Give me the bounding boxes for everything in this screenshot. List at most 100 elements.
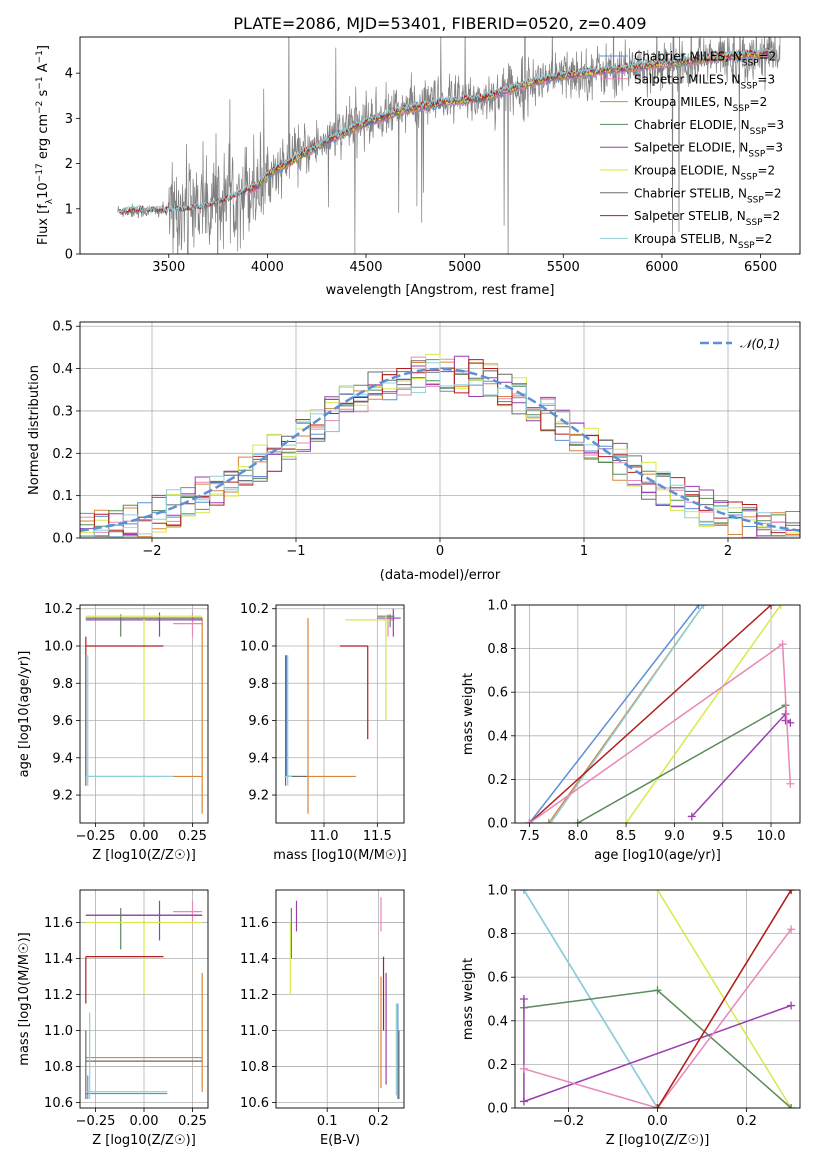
plot-area bbox=[117, 37, 781, 254]
y-tick-label: 9.2 bbox=[52, 789, 73, 804]
figure-title: PLATE=2086, MJD=53401, FIBERID=0520, z=0… bbox=[233, 14, 646, 33]
x-tick-label: −0.2 bbox=[553, 1114, 585, 1129]
axes-frame bbox=[275, 604, 405, 824]
weight-marker bbox=[544, 819, 553, 823]
y-axis-label: Flux [fλ10−17 erg cm−2 s−1 A−1] bbox=[35, 45, 55, 245]
weight-marker bbox=[767, 605, 776, 609]
histogram-series-5 bbox=[80, 353, 800, 538]
y-tick-label: 0.0 bbox=[487, 1102, 508, 1117]
weight-marker bbox=[787, 1001, 796, 1010]
y-axis-label: mass [log10(M/M☉)] bbox=[17, 932, 32, 1065]
plot-area bbox=[525, 605, 795, 823]
x-tick-label: −0.25 bbox=[76, 1114, 116, 1129]
legend-subscript: SSP bbox=[747, 195, 764, 205]
weight-marker bbox=[786, 779, 795, 788]
legend-entry: Salpeter STELIB, NSSP=2 bbox=[634, 209, 780, 228]
y-tick-label: 0.4 bbox=[487, 1014, 508, 1029]
y-axis-label-part: A bbox=[36, 63, 51, 76]
y-tick-label: 11.4 bbox=[240, 952, 269, 967]
x-tick-label: −0.25 bbox=[76, 829, 116, 844]
plot-area bbox=[85, 900, 203, 1099]
weight-marker bbox=[687, 812, 696, 821]
x-tick-label: 0 bbox=[436, 544, 444, 559]
histogram-series-8 bbox=[80, 362, 800, 537]
gaussian-curve bbox=[80, 367, 800, 532]
x-axis-label: age [log10(age/yr)] bbox=[594, 848, 721, 863]
legend-suffix: =3 bbox=[766, 118, 784, 132]
y-axis-label-part: −2 bbox=[35, 101, 45, 114]
model-line-5 bbox=[247, 49, 773, 193]
legend-subscript: SSP bbox=[746, 218, 763, 228]
y-axis-label: mass weight bbox=[461, 673, 476, 755]
y-tick-label: 0.2 bbox=[487, 1058, 508, 1073]
weight-line-0 bbox=[528, 605, 700, 823]
age-vs-metallicity-panel: −0.25 0.00 0.25 9.2 9.4 9.6 9.8 10.0 10.2 Z [log1… bbox=[17, 602, 209, 863]
y-tick-label: 1 bbox=[65, 202, 73, 217]
weight-line-2 bbox=[550, 605, 705, 823]
y-tick-label: 11.4 bbox=[44, 952, 73, 967]
weight-vs-metallicity-panel: −0.2 0.0 0.2 0.0 0.2 0.4 0.6 0.8 1.0 Z [log10(Z/Z… bbox=[461, 884, 801, 1148]
x-tick-label: 11.5 bbox=[363, 829, 392, 844]
weight-line-4 bbox=[625, 605, 782, 823]
y-tick-label: 11.0 bbox=[240, 1024, 269, 1039]
y-tick-label: 11.6 bbox=[240, 916, 269, 931]
weight-marker bbox=[787, 890, 796, 894]
x-tick-label: 0.00 bbox=[130, 1114, 159, 1129]
x-axis-label: (data-model)/error bbox=[380, 568, 501, 583]
y-tick-label: 1.0 bbox=[487, 599, 508, 614]
y-tick-label: 10.0 bbox=[240, 639, 269, 654]
x-tick-label: 0.2 bbox=[736, 1114, 757, 1129]
x-tick-label: 3500 bbox=[152, 260, 185, 275]
age-vs-mass-panel: 11.0 11.5 9.2 9.4 9.6 9.8 10.0 10.2 mass [log10(… bbox=[240, 602, 407, 863]
weight-marker bbox=[653, 890, 662, 894]
weight-marker bbox=[519, 1064, 528, 1073]
y-tick-label: 0.4 bbox=[52, 362, 73, 377]
x-axis-label: wavelength [Angstrom, rest frame] bbox=[326, 283, 555, 298]
legend-entry: Chabrier STELIB, NSSP=2 bbox=[634, 186, 782, 205]
y-tick-label: 10.0 bbox=[44, 639, 73, 654]
weight-marker bbox=[546, 819, 555, 823]
weight-marker bbox=[519, 995, 528, 1003]
y-tick-label: 11.6 bbox=[44, 916, 73, 931]
weight-marker bbox=[694, 605, 703, 609]
y-tick-label: 1.0 bbox=[487, 884, 508, 899]
weight-vs-age-panel: 7.5 8.0 8.5 9.0 9.5 10.0 0.0 0.2 0.4 0.6 0.8 1.0 age… bbox=[461, 599, 801, 863]
y-tick-label: 10.8 bbox=[44, 1060, 73, 1075]
legend-subscript: SSP bbox=[741, 81, 758, 91]
x-tick-label: 0.1 bbox=[317, 1114, 338, 1129]
y-tick-label: 11.2 bbox=[240, 988, 269, 1003]
axes-frame bbox=[79, 604, 209, 824]
y-tick-label: 9.2 bbox=[248, 789, 269, 804]
y-tick-label: 0.2 bbox=[487, 773, 508, 788]
y-tick-label: 10.6 bbox=[240, 1096, 269, 1111]
x-tick-label: 6000 bbox=[645, 260, 678, 275]
weight-marker bbox=[653, 986, 662, 995]
y-axis-label-part: −1 bbox=[35, 76, 45, 89]
legend-suffix: =2 bbox=[764, 186, 782, 200]
axes-frame bbox=[79, 321, 801, 539]
weight-line-7 bbox=[529, 642, 792, 823]
x-tick-label: 2 bbox=[724, 544, 732, 559]
y-tick-label: 10.6 bbox=[44, 1096, 73, 1111]
y-axis-label: Normed distribution bbox=[27, 365, 42, 495]
x-tick-label: 9.0 bbox=[664, 829, 685, 844]
x-tick-label: 4000 bbox=[251, 260, 284, 275]
y-tick-label: 0 bbox=[65, 248, 73, 263]
y-tick-label: 0.6 bbox=[487, 686, 508, 701]
legend-suffix: =2 bbox=[755, 232, 773, 246]
weight-marker bbox=[653, 1104, 662, 1108]
legend-suffix: =2 bbox=[763, 209, 781, 223]
y-axis-label: mass weight bbox=[461, 958, 476, 1040]
y-axis-label-part: −1 bbox=[35, 50, 45, 63]
y-tick-label: 11.2 bbox=[44, 988, 73, 1003]
x-axis-label: mass [log10(M/M☉)] bbox=[273, 848, 406, 863]
x-tick-label: 5500 bbox=[547, 260, 580, 275]
x-axis-label: E(B-V) bbox=[320, 1133, 360, 1148]
axes-frame bbox=[79, 36, 801, 255]
y-tick-label: 11.0 bbox=[44, 1024, 73, 1039]
weight-line-5 bbox=[523, 928, 792, 1108]
x-tick-label: 6500 bbox=[744, 260, 777, 275]
weight-marker bbox=[787, 1104, 796, 1108]
axes-frame bbox=[514, 889, 801, 1109]
